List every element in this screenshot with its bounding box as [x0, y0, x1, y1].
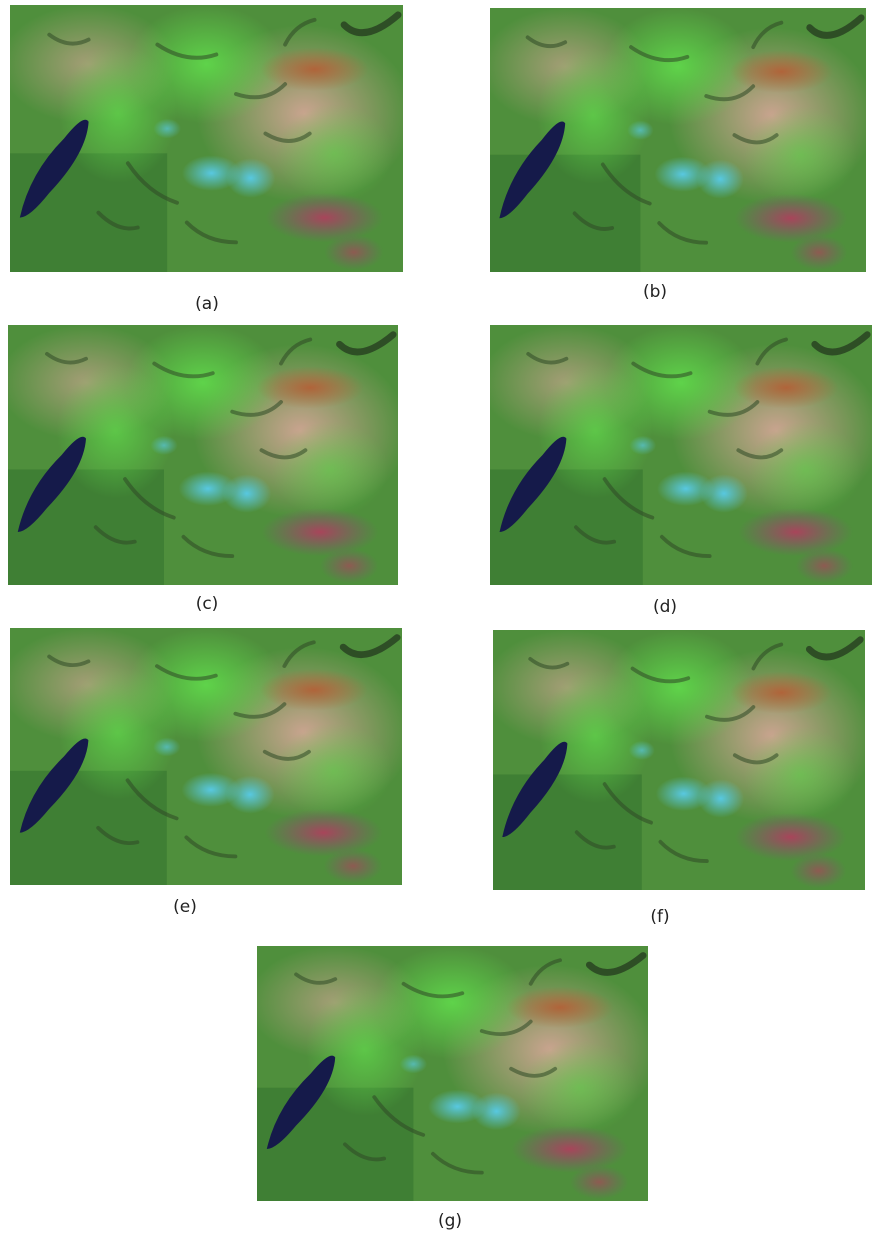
caption: (g)	[438, 1211, 462, 1231]
figure-page: {"panels": [{"label": "(a)"}, {"label": …	[0, 0, 875, 1239]
satellite-image	[8, 325, 398, 585]
caption: (a)	[195, 294, 219, 314]
satellite-image	[490, 325, 872, 585]
caption: (e)	[173, 897, 197, 917]
caption: (f)	[650, 907, 669, 927]
satellite-image	[257, 946, 648, 1201]
caption: (c)	[196, 594, 219, 614]
satellite-image	[490, 8, 866, 272]
satellite-image	[10, 5, 403, 272]
caption: (d)	[653, 597, 677, 617]
satellite-image	[493, 630, 865, 890]
satellite-image	[10, 628, 402, 885]
caption: (b)	[643, 282, 667, 302]
